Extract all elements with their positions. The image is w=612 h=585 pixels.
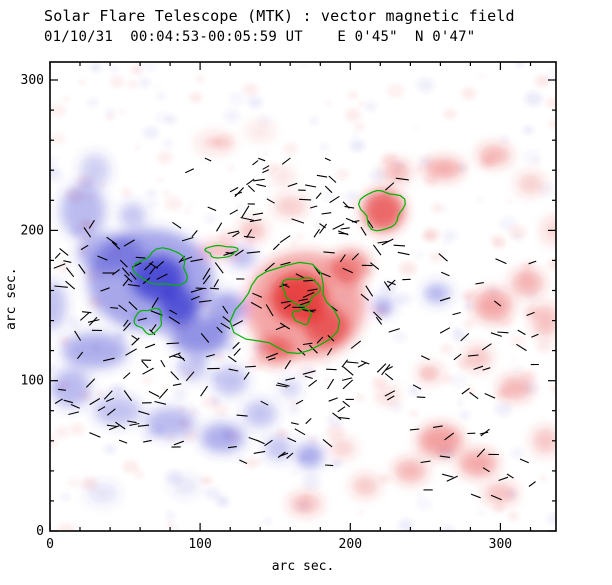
y-tick-label: 300	[21, 73, 44, 88]
polarity-blobs	[50, 122, 556, 515]
x-tick-label: 0	[46, 537, 54, 552]
y-axis-label: arc sec.	[4, 267, 19, 330]
plot-frame	[49, 61, 557, 532]
field-vectors	[53, 157, 539, 501]
axis-tick-labels: 0 100 200 300 0 100 200 300	[21, 73, 513, 552]
plot-title: Solar Flare Telescope (MTK) : vector mag…	[44, 7, 515, 25]
x-tick-label: 200	[339, 537, 362, 552]
y-tick-label: 0	[36, 524, 44, 539]
x-axis-label: arc sec.	[271, 559, 335, 574]
x-tick-label: 300	[489, 537, 512, 552]
y-tick-label: 100	[21, 374, 44, 389]
plot-subtitle: 01/10/31 00:04:53-00:05:59 UT E 0'45" N …	[44, 29, 476, 45]
y-tick-label: 200	[21, 223, 44, 238]
x-tick-label: 100	[188, 537, 211, 552]
flux-contours	[132, 189, 406, 355]
